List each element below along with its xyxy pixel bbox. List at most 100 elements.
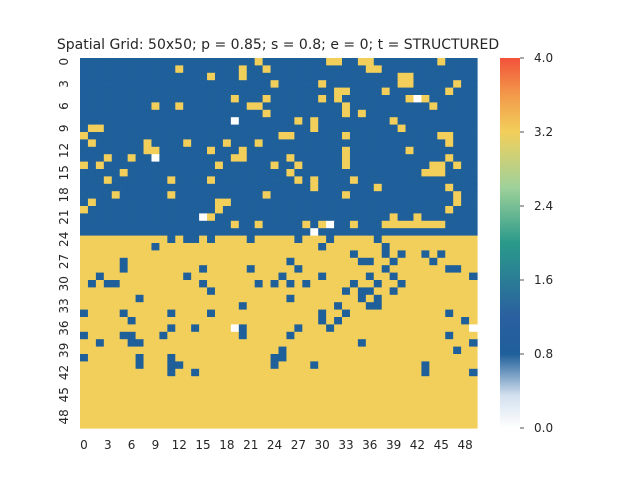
heatmap-cell: [413, 191, 423, 200]
heatmap-cell: [80, 413, 89, 422]
heatmap-cell: [87, 235, 97, 244]
heatmap-cell: [80, 72, 89, 81]
heatmap-cell: [222, 324, 232, 333]
heatmap-cell: [183, 243, 192, 251]
heatmap-cell: [405, 124, 415, 133]
heatmap-cell: [326, 346, 335, 355]
heatmap-cell: [405, 287, 415, 296]
heatmap-cell: [469, 265, 478, 274]
heatmap-cell: [127, 346, 137, 355]
heatmap-cell: [405, 87, 415, 96]
heatmap-cell: [365, 176, 375, 185]
heatmap-cell: [365, 317, 375, 325]
heatmap-cell: [222, 250, 232, 259]
heatmap-cell: [469, 420, 478, 429]
heatmap-cell: [445, 339, 454, 348]
heatmap-cell: [381, 257, 391, 266]
heatmap-cell: [334, 391, 343, 399]
heatmap-cell: [326, 87, 335, 96]
heatmap-cell: [191, 102, 200, 111]
heatmap-cell: [222, 368, 232, 377]
heatmap-cell: [230, 376, 240, 385]
heatmap-cell: [429, 250, 438, 259]
heatmap-cell: [342, 109, 351, 118]
heatmap-cell: [254, 72, 264, 81]
heatmap-cell: [461, 331, 470, 340]
heatmap-cell: [230, 265, 240, 274]
heatmap-cell: [445, 235, 454, 244]
heatmap-cell: [286, 220, 295, 229]
heatmap-cell: [357, 95, 367, 103]
heatmap-cell: [310, 405, 319, 414]
heatmap-cell: [214, 198, 224, 207]
heatmap-cell: [286, 102, 295, 111]
heatmap-cell: [207, 302, 216, 311]
heatmap-cell: [278, 243, 288, 251]
heatmap-cell: [167, 169, 176, 177]
heatmap-cell: [214, 302, 224, 311]
heatmap-cell: [429, 72, 438, 81]
heatmap-cell: [246, 124, 256, 133]
heatmap-cell: [461, 235, 470, 244]
heatmap-cell: [365, 265, 375, 274]
heatmap-cell: [95, 95, 105, 103]
heatmap-cell: [238, 413, 248, 422]
heatmap-cell: [151, 117, 160, 126]
heatmap-cell: [159, 391, 168, 399]
heatmap-cell: [87, 383, 97, 392]
heatmap-cell: [87, 287, 97, 296]
heatmap-cell: [405, 80, 415, 89]
heatmap-cell: [135, 198, 145, 207]
heatmap-cell: [119, 272, 129, 281]
heatmap-cell: [135, 302, 145, 311]
heatmap-cell: [119, 317, 129, 325]
heatmap-cell: [95, 250, 105, 259]
heatmap-cell: [421, 154, 430, 163]
heatmap-cell: [349, 324, 359, 333]
heatmap-cell: [238, 420, 248, 429]
heatmap-cell: [310, 154, 319, 163]
heatmap-cell: [373, 65, 383, 74]
heatmap-cell: [397, 383, 407, 392]
heatmap-cell: [405, 206, 415, 214]
heatmap-cell: [111, 280, 121, 288]
heatmap-cell: [103, 361, 113, 370]
heatmap-cell: [445, 169, 454, 177]
heatmap-cell: [373, 183, 383, 192]
heatmap-cell: [397, 235, 407, 244]
heatmap-cell: [183, 317, 192, 325]
heatmap-cell: [389, 132, 399, 140]
heatmap-cell: [437, 413, 446, 422]
heatmap-cell: [135, 243, 145, 251]
heatmap-cell: [159, 124, 168, 133]
heatmap-cell: [389, 413, 399, 422]
heatmap-cell: [103, 309, 113, 318]
heatmap-cell: [254, 354, 264, 362]
heatmap-cell: [278, 391, 288, 399]
heatmap-cell: [111, 391, 121, 399]
heatmap-cell: [87, 58, 97, 66]
heatmap-cell: [222, 383, 232, 392]
heatmap-cell: [286, 294, 295, 303]
heatmap-cell: [342, 257, 351, 266]
heatmap-cell: [167, 132, 176, 140]
heatmap-cell: [119, 368, 129, 377]
heatmap-cell: [302, 346, 311, 355]
heatmap-cell: [286, 176, 295, 185]
heatmap-cell: [127, 250, 137, 259]
heatmap-cell: [278, 398, 288, 407]
x-tick-label: 24: [267, 438, 282, 452]
heatmap-cell: [357, 198, 367, 207]
heatmap-cell: [405, 169, 415, 177]
heatmap-cell: [381, 331, 391, 340]
heatmap-cell: [143, 169, 153, 177]
heatmap-cell: [199, 405, 208, 414]
heatmap-cell: [373, 339, 383, 348]
heatmap-cell: [278, 102, 288, 111]
heatmap-cell: [413, 272, 423, 281]
heatmap-cell: [262, 361, 272, 370]
heatmap-cell: [294, 183, 303, 192]
heatmap-cell: [230, 176, 240, 185]
x-tick-label: 27: [291, 438, 306, 452]
heatmap-cell: [80, 368, 89, 377]
